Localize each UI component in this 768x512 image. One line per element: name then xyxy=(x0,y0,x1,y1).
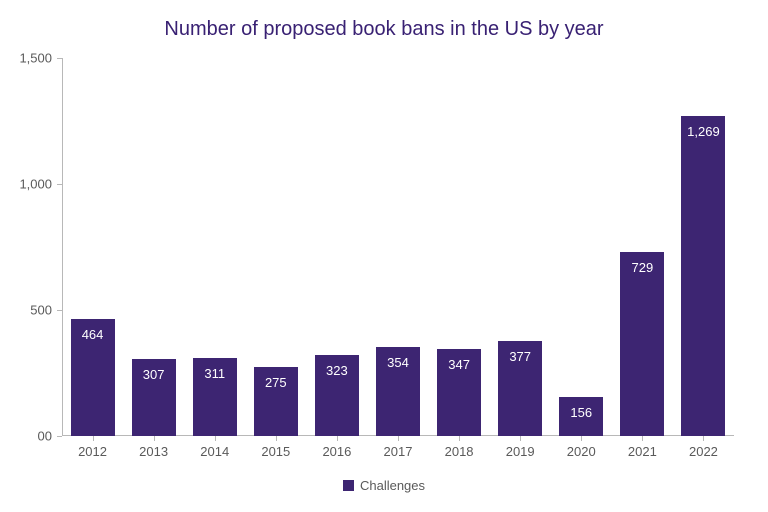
x-tick-label: 2016 xyxy=(322,444,351,459)
y-tick-label: 1,000 xyxy=(19,177,62,192)
bar-value-label: 1,269 xyxy=(681,124,725,139)
bar-value-label: 377 xyxy=(498,349,542,364)
bar-value-label: 347 xyxy=(437,357,481,372)
bar: 311 xyxy=(193,358,237,436)
x-tick-mark xyxy=(703,436,704,441)
x-tick-label: 2020 xyxy=(567,444,596,459)
bar: 377 xyxy=(498,341,542,436)
bar: 729 xyxy=(620,252,664,436)
x-tick-label: 2017 xyxy=(384,444,413,459)
bars-container: 464 307 311 275 323 354 347 377 156 729 1,269 xyxy=(62,58,734,436)
x-tick-label: 2019 xyxy=(506,444,535,459)
x-tick-mark xyxy=(398,436,399,441)
x-tick-mark xyxy=(154,436,155,441)
bar-value-label: 275 xyxy=(254,375,298,390)
bar: 156 xyxy=(559,397,603,436)
x-tick-label: 2018 xyxy=(445,444,474,459)
plot-area: 4643073112753233543473771567291,269 0050… xyxy=(62,58,734,436)
x-tick-label: 2013 xyxy=(139,444,168,459)
y-tick-label: 500 xyxy=(30,303,62,318)
x-tick-mark xyxy=(459,436,460,441)
bar: 275 xyxy=(254,367,298,436)
bar-value-label: 729 xyxy=(620,260,664,275)
chart-title: Number of proposed book bans in the US b… xyxy=(0,18,768,41)
x-tick-label: 2015 xyxy=(261,444,290,459)
x-tick-mark xyxy=(520,436,521,441)
bar-chart: Number of proposed book bans in the US b… xyxy=(0,0,768,512)
legend-swatch xyxy=(343,480,354,491)
x-tick-label: 2014 xyxy=(200,444,229,459)
bar: 1,269 xyxy=(681,116,725,436)
x-tick-label: 2022 xyxy=(689,444,718,459)
legend: Challenges xyxy=(0,478,768,493)
bar: 307 xyxy=(132,359,176,436)
x-tick-mark xyxy=(276,436,277,441)
bar-value-label: 323 xyxy=(315,363,359,378)
legend-label: Challenges xyxy=(360,478,425,493)
bar: 354 xyxy=(376,347,420,436)
bar: 347 xyxy=(437,349,481,436)
x-tick-mark xyxy=(93,436,94,441)
bar-value-label: 307 xyxy=(132,367,176,382)
bar: 323 xyxy=(315,355,359,436)
x-tick-label: 2012 xyxy=(78,444,107,459)
x-tick-mark xyxy=(337,436,338,441)
y-tick-label: 1,500 xyxy=(19,51,62,66)
bar: 464 xyxy=(71,319,115,436)
bar-value-label: 156 xyxy=(559,405,603,420)
x-tick-mark xyxy=(642,436,643,441)
y-tick-label: 00 xyxy=(38,429,62,444)
bar-value-label: 311 xyxy=(193,366,237,381)
x-tick-label: 2021 xyxy=(628,444,657,459)
bar-value-label: 464 xyxy=(71,327,115,342)
bar-value-label: 354 xyxy=(376,355,420,370)
x-tick-mark xyxy=(581,436,582,441)
x-tick-mark xyxy=(215,436,216,441)
